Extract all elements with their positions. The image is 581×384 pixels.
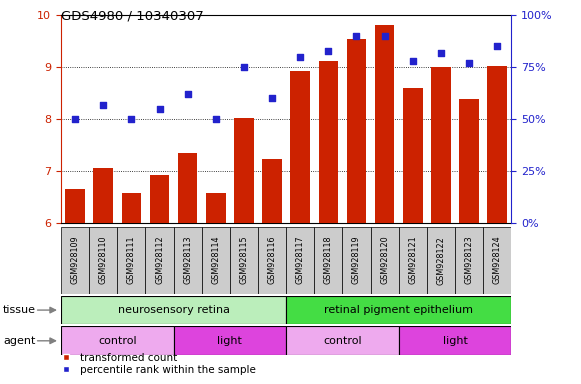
Bar [206, 193, 225, 223]
Bar [174, 326, 286, 355]
Point [211, 116, 220, 122]
Bar [65, 189, 85, 223]
Bar [262, 159, 282, 223]
Bar [178, 153, 198, 223]
Bar [431, 67, 451, 223]
Point [70, 116, 80, 122]
Text: control: control [323, 336, 362, 346]
Text: light: light [443, 336, 468, 346]
Text: GSM928113: GSM928113 [183, 236, 192, 285]
Point [352, 33, 361, 39]
Point [99, 101, 108, 108]
Text: GSM928116: GSM928116 [268, 236, 277, 285]
Point [127, 116, 136, 122]
Point [464, 60, 474, 66]
Bar [230, 227, 258, 294]
Bar [258, 227, 286, 294]
Bar [427, 227, 455, 294]
Text: GSM928110: GSM928110 [99, 236, 107, 285]
Bar [375, 25, 394, 223]
Bar [61, 326, 174, 355]
Bar [487, 66, 507, 223]
Bar [61, 296, 286, 324]
Bar [455, 227, 483, 294]
Point [155, 106, 164, 112]
Text: GSM928117: GSM928117 [296, 236, 304, 285]
Bar [286, 326, 399, 355]
Point [239, 64, 249, 70]
Bar [89, 227, 117, 294]
Bar [314, 227, 342, 294]
Bar [150, 175, 169, 223]
Text: GSM928124: GSM928124 [493, 236, 502, 285]
Text: GSM928120: GSM928120 [380, 236, 389, 285]
Text: GSM928119: GSM928119 [352, 236, 361, 285]
Bar [347, 39, 367, 223]
Bar [286, 227, 314, 294]
Bar [121, 193, 141, 223]
Text: GSM928114: GSM928114 [211, 236, 220, 285]
Bar [399, 227, 427, 294]
Bar [399, 326, 511, 355]
Text: GDS4980 / 10340307: GDS4980 / 10340307 [61, 10, 204, 23]
Point [296, 54, 305, 60]
Bar [483, 227, 511, 294]
Bar [94, 168, 113, 223]
Bar [342, 227, 371, 294]
Text: GSM928122: GSM928122 [436, 236, 446, 285]
Text: GSM928111: GSM928111 [127, 236, 136, 285]
Point [493, 43, 502, 50]
Legend: transformed count, percentile rank within the sample: transformed count, percentile rank withi… [52, 348, 260, 379]
Point [436, 50, 446, 56]
Text: GSM928115: GSM928115 [239, 236, 249, 285]
Point [380, 33, 389, 39]
Bar [318, 61, 338, 223]
Point [408, 58, 417, 64]
Bar [234, 118, 254, 223]
Text: neurosensory retina: neurosensory retina [117, 305, 229, 315]
Text: GSM928123: GSM928123 [465, 236, 474, 285]
Bar [459, 99, 479, 223]
Bar [202, 227, 230, 294]
Bar [290, 71, 310, 223]
Text: GSM928109: GSM928109 [70, 236, 80, 285]
Text: GSM928112: GSM928112 [155, 236, 164, 285]
Text: light: light [217, 336, 242, 346]
Point [324, 48, 333, 54]
Bar [174, 227, 202, 294]
Text: tissue: tissue [3, 305, 36, 315]
Bar [371, 227, 399, 294]
Bar [61, 227, 89, 294]
Text: GSM928118: GSM928118 [324, 236, 333, 285]
Point [183, 91, 192, 97]
Bar [145, 227, 174, 294]
Text: agent: agent [3, 336, 35, 346]
Bar [403, 88, 422, 223]
Bar [117, 227, 145, 294]
Text: retinal pigment epithelium: retinal pigment epithelium [324, 305, 473, 315]
Point [267, 95, 277, 101]
Text: control: control [98, 336, 137, 346]
Bar [286, 296, 511, 324]
Text: GSM928121: GSM928121 [408, 236, 417, 285]
